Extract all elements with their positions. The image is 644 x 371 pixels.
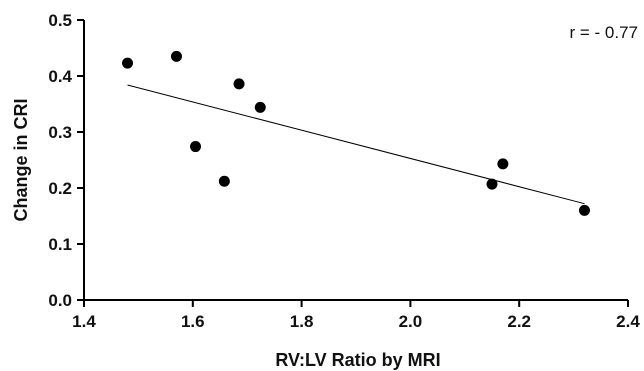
axes bbox=[83, 20, 628, 301]
data-point bbox=[578, 204, 590, 216]
x-tick-label: 2.0 bbox=[399, 312, 423, 331]
data-point bbox=[218, 175, 230, 187]
data-point bbox=[233, 78, 245, 90]
correlation-annotation: r = - 0.77 bbox=[569, 23, 638, 42]
y-tick-label: 0.3 bbox=[48, 123, 72, 142]
y-tick-label: 0.5 bbox=[48, 11, 72, 30]
x-tick-label: 2.2 bbox=[507, 312, 531, 331]
data-point bbox=[190, 141, 202, 153]
data-point bbox=[122, 57, 134, 69]
y-axis-title: Change in CRI bbox=[11, 98, 31, 221]
x-tick-label: 2.4 bbox=[616, 312, 640, 331]
y-axis-ticks: 0.0 0.1 0.2 0.3 0.4 0.5 bbox=[48, 11, 84, 310]
x-axis-ticks: 1.4 1.6 1.8 2.0 2.2 2.4 bbox=[72, 300, 640, 331]
y-tick-label: 0.4 bbox=[48, 67, 72, 86]
data-point bbox=[486, 178, 498, 190]
x-axis-title: RV:LV Ratio by MRI bbox=[275, 350, 440, 370]
data-point bbox=[254, 101, 266, 113]
trend-line bbox=[127, 84, 585, 205]
x-tick-label: 1.4 bbox=[72, 312, 96, 331]
y-tick-label: 0.2 bbox=[48, 179, 72, 198]
trend-line-group bbox=[127, 84, 585, 205]
data-point bbox=[170, 50, 182, 62]
data-point bbox=[497, 158, 509, 170]
y-tick-label: 0.1 bbox=[48, 235, 72, 254]
y-tick-label: 0.0 bbox=[48, 291, 72, 310]
x-tick-label: 1.6 bbox=[181, 312, 205, 331]
x-tick-label: 1.8 bbox=[290, 312, 314, 331]
data-points bbox=[122, 50, 590, 216]
